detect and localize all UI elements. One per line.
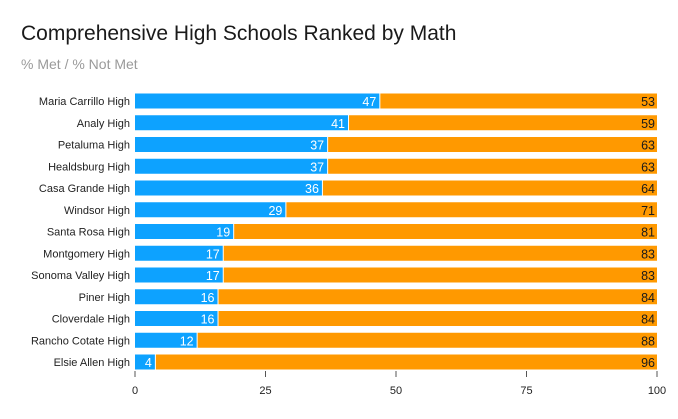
category-label: Windsor High bbox=[64, 205, 130, 217]
x-tick-label: 75 bbox=[520, 385, 532, 397]
category-label: Maria Carrillo High bbox=[39, 96, 130, 108]
bar-met bbox=[135, 289, 218, 305]
category-label: Elsie Allen High bbox=[54, 357, 130, 369]
data-label-met: 29 bbox=[268, 204, 282, 218]
data-label-not-met: 71 bbox=[641, 204, 655, 218]
data-label-met: 47 bbox=[362, 95, 376, 109]
chart-title: Comprehensive High Schools Ranked by Mat… bbox=[21, 22, 457, 45]
data-label-met: 36 bbox=[305, 182, 319, 196]
data-label-not-met: 63 bbox=[641, 160, 655, 174]
data-label-met: 37 bbox=[310, 160, 324, 174]
bar-met bbox=[135, 267, 223, 283]
bar-met bbox=[135, 245, 223, 261]
bar-not-met bbox=[328, 137, 657, 152]
data-label-not-met: 83 bbox=[641, 247, 655, 261]
data-label-met: 37 bbox=[310, 139, 324, 153]
bar-met bbox=[135, 115, 349, 131]
category-label: Santa Rosa High bbox=[47, 227, 130, 239]
bar-met bbox=[135, 202, 286, 218]
x-tick-label: 0 bbox=[132, 385, 138, 397]
category-label: Healdsburg High bbox=[48, 161, 130, 173]
data-label-not-met: 88 bbox=[641, 334, 655, 348]
chart-subtitle: % Met / % Not Met bbox=[21, 56, 138, 72]
bar-not-met bbox=[218, 311, 657, 326]
category-label: Petaluma High bbox=[58, 140, 130, 152]
data-label-met: 17 bbox=[206, 247, 220, 261]
x-tick-label: 50 bbox=[390, 385, 402, 397]
data-label-not-met: 53 bbox=[641, 95, 655, 109]
data-label-not-met: 63 bbox=[641, 139, 655, 153]
bar-not-met bbox=[218, 289, 657, 305]
bar-not-met bbox=[380, 93, 657, 109]
data-label-not-met: 84 bbox=[641, 291, 655, 305]
data-label-not-met: 81 bbox=[641, 226, 655, 240]
bar-not-met bbox=[286, 202, 657, 218]
bar-not-met bbox=[322, 180, 657, 196]
bar-met bbox=[135, 224, 234, 239]
bar-not-met bbox=[155, 354, 657, 370]
bar-met bbox=[135, 180, 322, 196]
x-tick-label: 25 bbox=[259, 385, 271, 397]
category-label: Montgomery High bbox=[43, 248, 130, 260]
x-tick-label: 100 bbox=[648, 385, 666, 397]
bar-not-met bbox=[349, 115, 657, 131]
category-label: Sonoma Valley High bbox=[31, 270, 130, 282]
bar-not-met bbox=[223, 267, 658, 283]
data-label-not-met: 83 bbox=[641, 269, 655, 283]
category-label: Casa Grande High bbox=[39, 183, 130, 195]
bar-not-met bbox=[328, 158, 657, 174]
bar-met bbox=[135, 354, 155, 370]
data-label-not-met: 64 bbox=[641, 182, 655, 196]
bar-not-met bbox=[223, 245, 658, 261]
category-label: Cloverdale High bbox=[52, 314, 130, 326]
bar-not-met bbox=[234, 224, 657, 239]
data-label-met: 17 bbox=[206, 269, 220, 283]
bar-met bbox=[135, 311, 218, 326]
data-label-not-met: 96 bbox=[641, 356, 655, 370]
category-label: Analy High bbox=[77, 118, 130, 130]
bar-met bbox=[135, 332, 197, 348]
data-label-met: 19 bbox=[216, 226, 230, 240]
category-label: Piner High bbox=[79, 292, 130, 304]
category-label: Rancho Cotate High bbox=[31, 335, 130, 347]
data-label-met: 16 bbox=[201, 313, 215, 327]
bar-met bbox=[135, 158, 328, 174]
data-label-met: 41 bbox=[331, 117, 345, 131]
bar-not-met bbox=[197, 332, 657, 348]
data-label-not-met: 59 bbox=[641, 117, 655, 131]
bar-met bbox=[135, 93, 380, 109]
data-label-met: 12 bbox=[180, 334, 194, 348]
data-label-not-met: 84 bbox=[641, 313, 655, 327]
bar-met bbox=[135, 137, 328, 152]
data-label-met: 4 bbox=[145, 356, 152, 370]
data-label-met: 16 bbox=[201, 291, 215, 305]
